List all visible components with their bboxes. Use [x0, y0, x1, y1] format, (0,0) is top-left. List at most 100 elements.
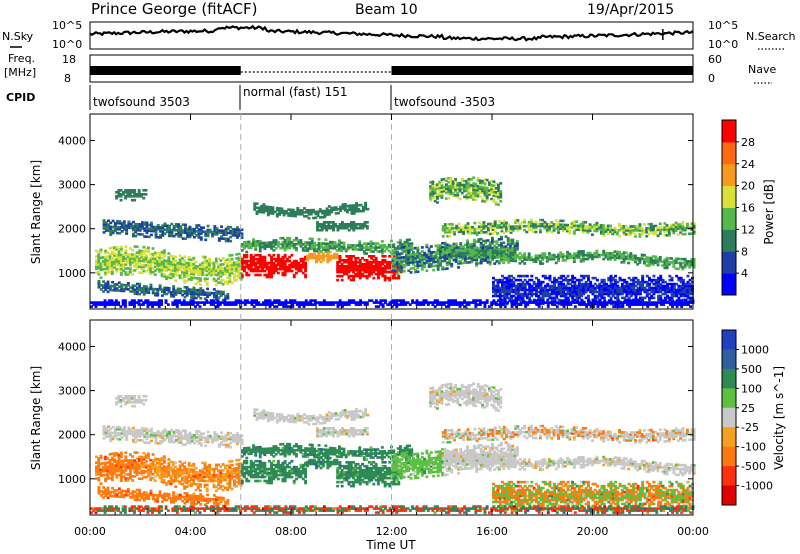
power-cell	[257, 208, 261, 212]
power-cell	[184, 225, 187, 229]
power-cell	[541, 262, 545, 265]
power-cell	[204, 238, 208, 242]
power-cell	[571, 296, 574, 300]
noise-line	[89, 24, 694, 42]
power-cell	[510, 280, 513, 284]
power-cell	[418, 256, 422, 259]
power-cell	[440, 184, 444, 187]
power-cell	[156, 224, 160, 227]
power-cell	[511, 240, 515, 244]
power-cell	[161, 230, 165, 233]
power-cell	[602, 290, 606, 294]
power-cell	[264, 209, 268, 212]
power-cell	[219, 281, 223, 284]
power-cell	[499, 196, 503, 199]
power-cell	[454, 188, 457, 191]
power-cell	[414, 270, 417, 274]
power-cell	[393, 258, 397, 262]
power-cell	[249, 267, 253, 271]
power-cell	[559, 276, 563, 280]
power-cell	[109, 233, 113, 237]
power-cell	[566, 274, 570, 278]
power-cell	[272, 245, 276, 248]
power-cell	[276, 261, 280, 265]
power-cell	[104, 221, 108, 224]
power-cell	[658, 226, 662, 229]
power-cell	[627, 290, 631, 294]
power-cell	[449, 190, 453, 194]
power-cell	[657, 286, 660, 290]
power-cell	[507, 284, 511, 288]
power-cell	[462, 230, 465, 233]
power-cell	[598, 292, 602, 296]
power-cell	[258, 263, 262, 267]
power-cell	[226, 276, 230, 279]
power-cell	[491, 226, 495, 230]
power-cell	[427, 259, 431, 262]
power-cell	[618, 276, 622, 280]
power-cell	[482, 250, 486, 253]
power-cell	[514, 221, 517, 224]
power-cell	[252, 261, 255, 265]
power-cell	[460, 177, 464, 181]
power-cell	[670, 225, 673, 229]
power-cell	[480, 249, 484, 253]
power-cell	[123, 299, 127, 302]
power-cell	[657, 296, 660, 300]
power-cell	[674, 257, 678, 261]
power-cell	[119, 193, 123, 196]
power-cell	[665, 228, 669, 231]
power-cell	[183, 295, 187, 299]
power-cell	[192, 264, 196, 268]
power-cell	[252, 263, 255, 267]
power-cell	[281, 244, 285, 248]
power-cell	[448, 257, 451, 260]
power-cell	[153, 273, 157, 276]
power-cell	[541, 252, 545, 255]
power-cell	[308, 237, 312, 241]
power-cell	[367, 272, 371, 276]
power-cell	[299, 259, 303, 263]
power-cell	[600, 292, 604, 296]
power-cell	[519, 292, 522, 296]
power-cell	[196, 267, 200, 270]
power-cell	[110, 270, 114, 274]
power-cell	[162, 265, 166, 268]
power-cell	[500, 259, 503, 263]
power-cell	[177, 223, 181, 226]
power-cell	[667, 225, 671, 229]
power-cell	[140, 257, 144, 261]
power-cell	[661, 264, 664, 267]
power-cell	[568, 292, 572, 296]
power-cell	[629, 231, 633, 234]
power-cell	[473, 246, 477, 250]
power-cell	[528, 282, 532, 286]
power-cell	[391, 257, 395, 260]
power-cell	[478, 183, 482, 186]
power-cell	[358, 258, 362, 262]
power-cell	[391, 259, 395, 262]
power-cell	[473, 254, 477, 258]
power-cell	[230, 267, 234, 271]
power-cell	[475, 227, 479, 231]
power-cell	[539, 288, 543, 292]
power-cell	[99, 303, 102, 306]
power-cell	[260, 204, 263, 208]
power-cell	[171, 275, 175, 278]
power-cell	[95, 271, 98, 274]
power-cell	[217, 239, 221, 242]
power-cell	[362, 250, 366, 253]
power-cell	[535, 284, 538, 288]
power-cell	[338, 268, 342, 272]
power-cell	[131, 273, 135, 276]
power-cell	[564, 298, 568, 302]
power-cell	[184, 223, 187, 227]
power-cell	[492, 290, 495, 294]
power-cell	[611, 252, 615, 255]
power-cell	[439, 244, 442, 247]
power-cell	[571, 284, 574, 288]
power-cell	[659, 282, 663, 286]
power-cell	[597, 253, 601, 257]
power-cell	[575, 252, 579, 255]
power-cell	[190, 272, 193, 275]
